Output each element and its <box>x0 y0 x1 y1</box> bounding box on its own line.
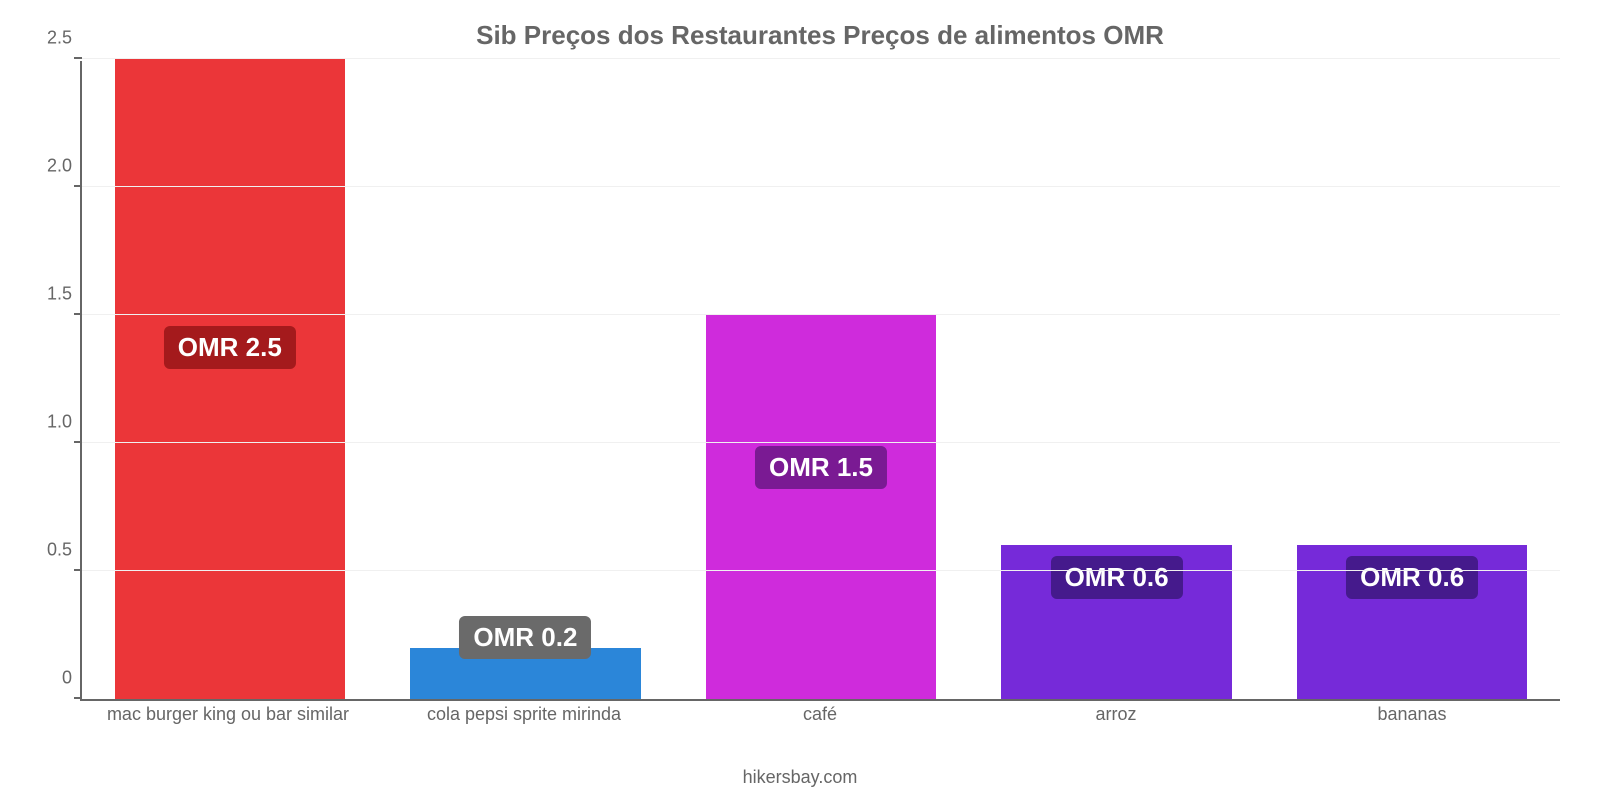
ytick-label: 2.0 <box>47 156 82 177</box>
bar-value-label: OMR 0.6 <box>1051 556 1183 599</box>
bars-group: OMR 2.5 OMR 0.2 OMR 1.5 OMR 0.6 OMR 0.6 <box>82 61 1560 699</box>
bar <box>706 315 937 699</box>
gridline <box>82 570 1560 571</box>
ytick-label: 1.0 <box>47 412 82 433</box>
gridline <box>82 442 1560 443</box>
bar-slot: OMR 1.5 <box>673 61 969 699</box>
x-axis-labels: mac burger king ou bar similarcola pepsi… <box>80 704 1560 725</box>
gridline <box>82 58 1560 59</box>
ytick-label: 0.5 <box>47 540 82 561</box>
bar-value-label: OMR 1.5 <box>755 446 887 489</box>
ytick-label: 2.5 <box>47 28 82 49</box>
bar-value-label-wrap: OMR 0.2 <box>459 616 591 659</box>
ytick-mark <box>74 313 82 315</box>
ytick-label: 0 <box>62 668 82 689</box>
ytick-mark <box>74 185 82 187</box>
bar <box>115 59 346 699</box>
plot-area: OMR 2.5OMR 0.2OMR 1.5OMR 0.6OMR 0.6 00.5… <box>80 61 1560 701</box>
gridline <box>82 186 1560 187</box>
bar-value-label: OMR 2.5 <box>164 326 296 369</box>
chart-title: Sib Preços dos Restaurantes Preços de al… <box>80 20 1560 51</box>
ytick-mark <box>74 57 82 59</box>
ytick-label: 1.5 <box>47 284 82 305</box>
chart-container: Sib Preços dos Restaurantes Preços de al… <box>0 0 1600 800</box>
bar-value-label-wrap: OMR 2.5 <box>164 326 296 369</box>
bar-value-label-wrap: OMR 0.6 <box>1051 556 1183 599</box>
xtick-label: café <box>672 704 968 725</box>
bar-value-label: OMR 0.6 <box>1346 556 1478 599</box>
bar-slot: OMR 0.6 <box>969 61 1265 699</box>
xtick-label: bananas <box>1264 704 1560 725</box>
bar-slot: OMR 0.6 <box>1264 61 1560 699</box>
ytick-mark <box>74 569 82 571</box>
bar-value-label: OMR 0.2 <box>459 616 591 659</box>
ytick-mark <box>74 697 82 699</box>
chart-footer: hikersbay.com <box>0 767 1600 788</box>
gridline <box>82 314 1560 315</box>
bar-value-label-wrap: OMR 0.6 <box>1346 556 1478 599</box>
ytick-mark <box>74 441 82 443</box>
xtick-label: mac burger king ou bar similar <box>80 704 376 725</box>
xtick-label: cola pepsi sprite mirinda <box>376 704 672 725</box>
bar-value-label-wrap: OMR 1.5 <box>755 446 887 489</box>
bar-slot: OMR 2.5 <box>82 61 378 699</box>
bar-slot: OMR 0.2 <box>378 61 674 699</box>
xtick-label: arroz <box>968 704 1264 725</box>
